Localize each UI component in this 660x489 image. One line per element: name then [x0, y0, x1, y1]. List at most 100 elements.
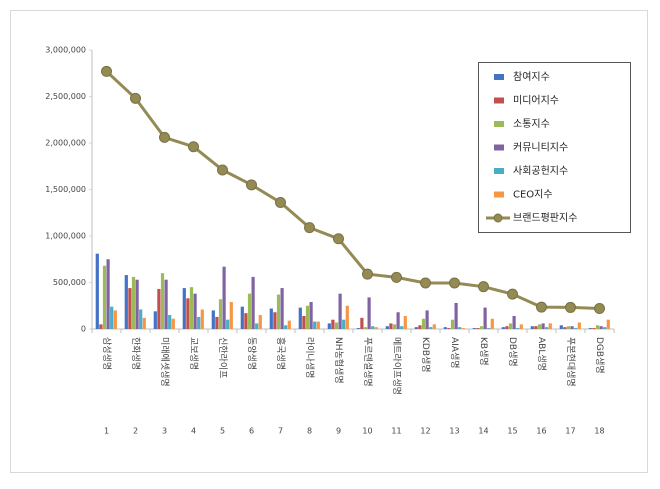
line-marker [130, 92, 141, 104]
x-tick-label: KDB생명 [420, 337, 431, 373]
line-marker [101, 65, 112, 77]
x-tick-label: 푸르덴셜생명 [362, 337, 373, 387]
x-tick-label: 흥국생명 [275, 337, 287, 370]
bar [309, 302, 313, 329]
bar [171, 318, 175, 329]
bar [566, 326, 571, 329]
line-marker [507, 288, 518, 300]
bar [371, 326, 375, 329]
bar [142, 317, 146, 329]
bar [534, 326, 538, 329]
line-marker [333, 233, 344, 245]
bar [487, 328, 491, 329]
bar [316, 321, 320, 329]
rank-label: 5 [220, 427, 225, 436]
legend-swatch [494, 121, 504, 127]
bar [599, 326, 603, 329]
bar [327, 323, 331, 329]
x-tick-label: 미래에셋생명 [159, 337, 170, 387]
rank-label: 14 [478, 427, 488, 436]
bar [595, 325, 600, 329]
legend-swatch [494, 97, 504, 104]
legend-label: 참여지수 [513, 71, 550, 83]
bar [106, 259, 110, 329]
line-marker [188, 141, 199, 153]
line-marker [420, 277, 431, 289]
bar [229, 302, 233, 329]
x-tick-label: KB생명 [478, 337, 489, 366]
bar [570, 326, 574, 329]
rank-label: 12 [420, 427, 430, 436]
line-marker [159, 131, 170, 143]
line-marker [304, 222, 315, 234]
y-tick-label: 500,000 [53, 278, 86, 287]
line-marker [391, 271, 402, 283]
bar [606, 319, 610, 329]
bar [135, 279, 139, 329]
bar [139, 309, 143, 329]
rank-label: 13 [449, 427, 459, 436]
bar [215, 316, 219, 329]
bar [479, 326, 484, 329]
bar [302, 315, 306, 329]
legend-label: 커뮤니티지수 [513, 142, 568, 154]
line-marker [449, 277, 460, 289]
bar [385, 326, 389, 329]
bar [276, 294, 281, 329]
x-tick-label: 삼성생명 [101, 337, 112, 370]
rank-label: 4 [191, 427, 196, 436]
bar [99, 324, 103, 329]
rank-label: 15 [507, 427, 517, 436]
x-tick-label: NH농협생명 [333, 337, 345, 384]
bar [461, 328, 465, 329]
bar [545, 327, 549, 329]
y-tick-label: 1,500,000 [45, 185, 86, 194]
bar [124, 275, 128, 329]
bar [400, 326, 404, 329]
line-marker [246, 179, 257, 191]
bar [490, 318, 494, 329]
x-tick-label: 한화생명 [130, 337, 141, 370]
line-marker [536, 301, 547, 313]
bar [131, 276, 136, 329]
bar [537, 324, 542, 329]
bar [255, 323, 259, 329]
bar [588, 328, 592, 329]
rank-label: 2 [133, 427, 138, 436]
bar [160, 273, 165, 329]
bar [403, 315, 407, 329]
bar [577, 322, 581, 329]
legend-swatch [494, 168, 504, 174]
bar [396, 312, 400, 329]
bar [157, 289, 161, 329]
rank-label: 11 [391, 427, 401, 436]
bar [360, 317, 364, 329]
bar [313, 321, 317, 329]
bar [548, 323, 552, 329]
bar [443, 327, 447, 329]
bar [447, 328, 451, 329]
bar [222, 266, 226, 329]
bar [559, 325, 563, 329]
legend-swatch [494, 74, 504, 80]
line-marker [275, 197, 286, 209]
rank-label: 17 [565, 427, 575, 436]
x-tick-label: DGB생명 [594, 337, 605, 374]
bar [530, 326, 534, 329]
bar [287, 320, 291, 329]
bar [110, 306, 114, 329]
bar [519, 324, 523, 329]
y-tick-label: 2,000,000 [45, 139, 86, 148]
bar [218, 299, 223, 329]
bar [186, 298, 190, 329]
bar [182, 288, 186, 329]
bar [454, 302, 458, 329]
y-tick-label: 0 [81, 325, 86, 334]
bar [164, 279, 168, 329]
bar [389, 323, 393, 329]
bar [516, 328, 520, 329]
rank-label: 10 [362, 427, 372, 436]
rank-label: 7 [278, 427, 283, 436]
bar [280, 288, 284, 329]
